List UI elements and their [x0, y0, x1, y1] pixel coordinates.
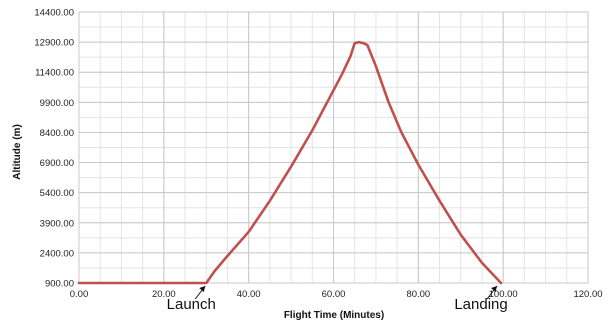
x-tick-label: 80.00	[406, 289, 430, 300]
annotation-group: Launch Landing	[167, 285, 508, 313]
x-axis-title: Flight Time (Minutes)	[284, 310, 384, 321]
annotation-arrow-head	[491, 286, 498, 292]
y-tick-label: 11400.00	[35, 68, 74, 79]
series-line-altitude	[77, 40, 503, 285]
y-tick-label: 8400.00	[40, 128, 74, 139]
annotation-label: Landing	[454, 296, 507, 313]
series-group	[77, 40, 503, 285]
y-tick-label: 900.00	[45, 279, 74, 290]
x-tick-label: 120.00	[573, 289, 602, 300]
x-tick-label: 20.00	[152, 289, 176, 300]
y-tick-label: 14400.00	[34, 8, 74, 19]
y-tick-label: 6900.00	[40, 158, 74, 169]
y-tick-label: 3900.00	[40, 218, 74, 229]
y-tick-label: 5400.00	[40, 188, 74, 199]
major-gridlines	[78, 11, 589, 284]
annotation-arrow-head	[199, 286, 206, 292]
annotation-label: Launch	[167, 296, 216, 313]
y-axis-title: Altitude (m)	[12, 124, 23, 180]
y-tick-label: 2400.00	[40, 248, 74, 259]
x-axis-tick-labels: 0.00 20.00 40.00 60.00 80.00 100.00 120.00	[70, 289, 603, 300]
x-tick-label: 40.00	[237, 289, 261, 300]
x-tick-label: 0.00	[70, 289, 89, 300]
y-axis-tick-labels: 900.00 2400.00 3900.00 5400.00 6900.00 8400.0…	[34, 8, 74, 290]
y-tick-label: 9900.00	[40, 98, 74, 109]
x-tick-label: 60.00	[322, 289, 346, 300]
y-tick-label: 12900.00	[34, 38, 74, 49]
x-tick-label: 100.00	[489, 289, 518, 300]
